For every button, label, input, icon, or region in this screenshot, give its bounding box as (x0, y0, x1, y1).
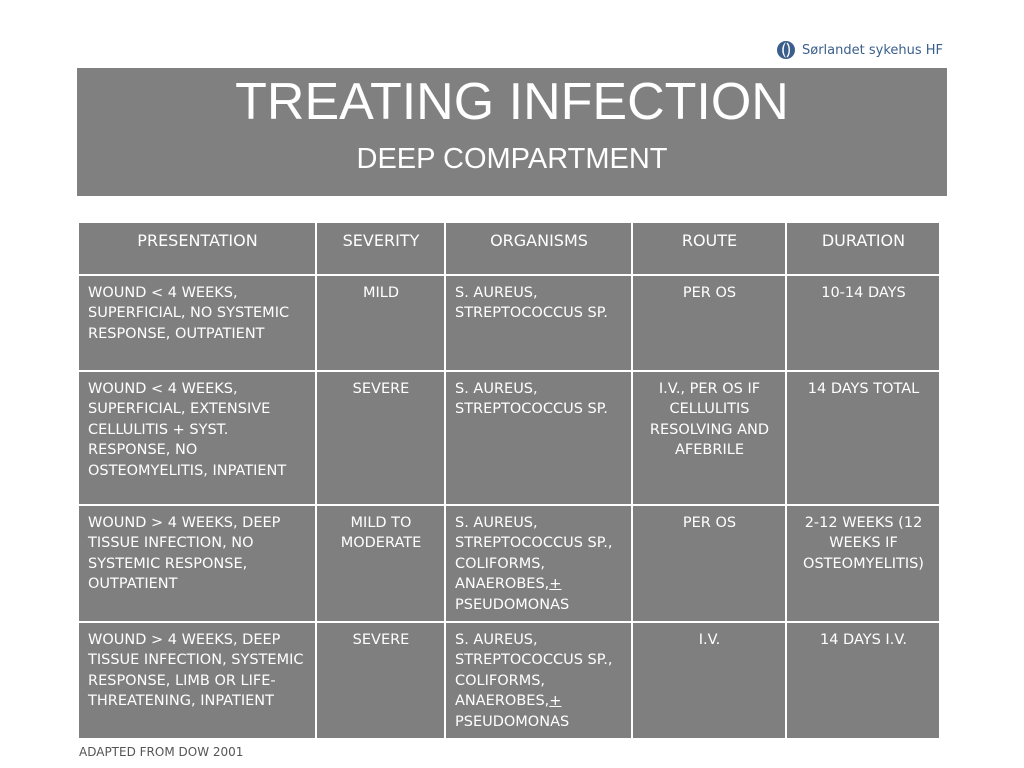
hospital-logo: Sørlandet sykehus HF (776, 38, 946, 62)
header-presentation: PRESENTATION (77, 221, 317, 276)
title-banner: TREATING INFECTION DEEP COMPARTMENT (77, 68, 947, 196)
cell-severity: MILD (315, 274, 446, 372)
cell-presentation: WOUND < 4 WEEKS, SUPERFICIAL, EXTENSIVE … (77, 370, 317, 506)
header-duration: DURATION (785, 221, 941, 276)
plus-minus-symbol: + (549, 693, 562, 710)
cell-presentation: WOUND < 4 WEEKS, SUPERFICIAL, NO SYSTEMI… (77, 274, 317, 372)
header-route: ROUTE (631, 221, 787, 276)
cell-presentation: WOUND > 4 WEEKS, DEEP TISSUE INFECTION, … (77, 621, 317, 741)
organisms-tail: PSEUDOMONAS (455, 596, 570, 613)
cell-duration: 14 DAYS I.V. (785, 621, 941, 741)
cell-duration: 10-14 DAYS (785, 274, 941, 372)
header-severity: SEVERITY (315, 221, 446, 276)
table-row: WOUND < 4 WEEKS, SUPERFICIAL, EXTENSIVE … (77, 370, 941, 506)
plus-minus-symbol: + (549, 576, 562, 593)
page-subtitle: DEEP COMPARTMENT (356, 143, 668, 175)
organisms-text: S. AUREUS, STREPTOCOCCUS SP., COLIFORMS,… (455, 632, 613, 710)
source-footnote: ADAPTED FROM DOW 2001 (79, 745, 244, 759)
logo-text: Sørlandet sykehus HF (802, 42, 944, 58)
organisms-tail: PSEUDOMONAS (455, 713, 570, 730)
cell-route: I.V., PER OS IF CELLULITIS RESOLVING AND… (631, 370, 787, 506)
cell-severity: MILD TO MODERATE (315, 503, 446, 624)
cell-organisms: S. AUREUS, STREPTOCOCCUS SP., COLIFORMS,… (444, 503, 633, 624)
cell-route: I.V. (631, 621, 787, 741)
cell-route: PER OS (631, 503, 787, 624)
hospital-logo-icon (777, 41, 795, 59)
cell-organisms: S. AUREUS, STREPTOCOCCUS SP. (444, 370, 633, 506)
cell-severity: SEVERE (315, 370, 446, 506)
cell-organisms: S. AUREUS, STREPTOCOCCUS SP. (444, 274, 633, 372)
cell-route: PER OS (631, 274, 787, 372)
cell-organisms: S. AUREUS, STREPTOCOCCUS SP., COLIFORMS,… (444, 621, 633, 741)
treatment-table: PRESENTATION SEVERITY ORGANISMS ROUTE DU… (77, 221, 941, 741)
cell-presentation: WOUND > 4 WEEKS, DEEP TISSUE INFECTION, … (77, 503, 317, 624)
page-title: TREATING INFECTION (235, 73, 789, 131)
cell-duration: 14 DAYS TOTAL (785, 370, 941, 506)
header-organisms: ORGANISMS (444, 221, 633, 276)
cell-severity: SEVERE (315, 621, 446, 741)
table-row: WOUND > 4 WEEKS, DEEP TISSUE INFECTION, … (77, 503, 941, 624)
organisms-text: S. AUREUS, STREPTOCOCCUS SP., COLIFORMS,… (455, 515, 613, 593)
cell-duration: 2-12 WEEKS (12 WEEKS IF OSTEOMYELITIS) (785, 503, 941, 624)
table-header-row: PRESENTATION SEVERITY ORGANISMS ROUTE DU… (77, 221, 941, 276)
table-row: WOUND > 4 WEEKS, DEEP TISSUE INFECTION, … (77, 621, 941, 741)
table-row: WOUND < 4 WEEKS, SUPERFICIAL, NO SYSTEMI… (77, 274, 941, 372)
treatment-table-container: PRESENTATION SEVERITY ORGANISMS ROUTE DU… (77, 221, 941, 741)
